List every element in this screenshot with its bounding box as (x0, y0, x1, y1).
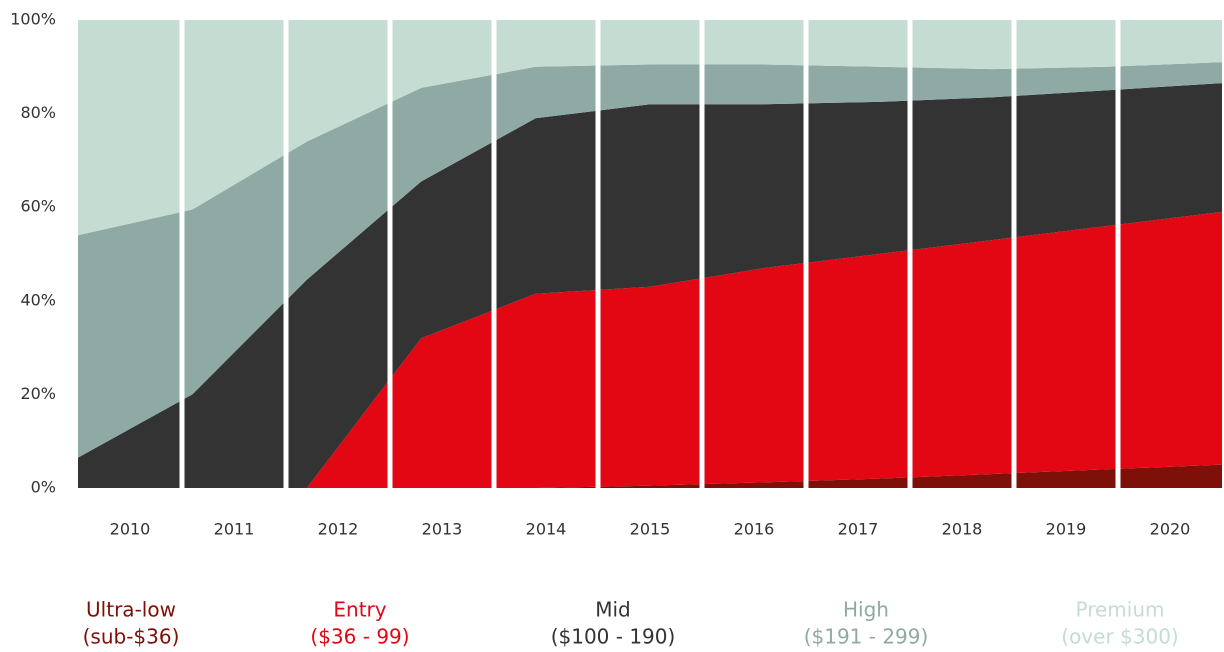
area (78, 211, 1222, 488)
area (78, 20, 1222, 236)
legend-range: ($100 - 190) (551, 625, 676, 649)
legend-label: Mid (595, 598, 631, 622)
x-tick-label: 2010 (110, 520, 151, 539)
legend-range: (sub-$36) (83, 625, 180, 649)
legend-label: Entry (333, 598, 386, 622)
x-tick-label: 2018 (942, 520, 983, 539)
legend-label: Ultra-low (86, 598, 176, 622)
x-tick-label: 2017 (838, 520, 879, 539)
legend-range: (over $300) (1061, 625, 1178, 649)
y-tick-label: 80% (20, 103, 56, 122)
x-tick-label: 2013 (422, 520, 463, 539)
x-tick-label: 2015 (630, 520, 671, 539)
y-tick-label: 100% (10, 10, 56, 29)
x-tick-label: 2011 (214, 520, 255, 539)
y-tick-label: 20% (20, 384, 56, 403)
legend-range: ($191 - 299) (804, 625, 929, 649)
x-tick-label: 2020 (1150, 520, 1191, 539)
area (78, 83, 1222, 489)
legend-label: High (843, 598, 889, 622)
x-tick-label: 2014 (526, 520, 567, 539)
y-tick-label: 40% (20, 290, 56, 309)
x-tick-label: 2012 (318, 520, 359, 539)
legend-label: Premium (1076, 598, 1165, 622)
y-tick-label: 60% (20, 197, 56, 216)
legend-range: ($36 - 99) (310, 625, 409, 649)
area (78, 62, 1222, 458)
area (78, 464, 1222, 488)
x-tick-label: 2016 (734, 520, 775, 539)
x-tick-label: 2019 (1046, 520, 1087, 539)
y-tick-label: 0% (31, 478, 56, 497)
